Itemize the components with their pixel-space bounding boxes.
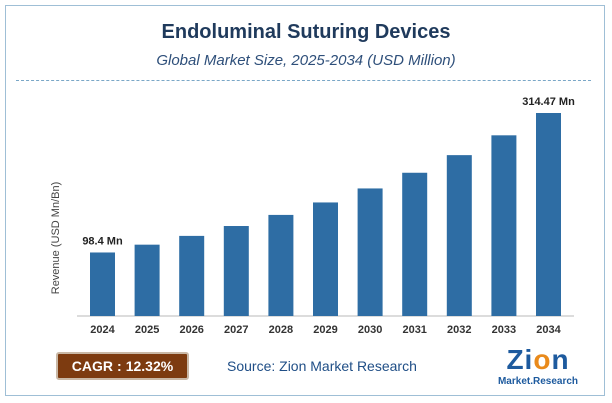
data-label-2034: 314.47 Mn (522, 96, 575, 108)
bar-2030 (357, 188, 383, 316)
bar-chart: 2024 2025 2026 2027 2028 2029 2030 2031 2032 2033… (50, 96, 575, 336)
bar-2033 (491, 135, 517, 316)
x-tick-2030: 2030 (358, 324, 382, 336)
chart-title: Endoluminal Suturing Devices (161, 21, 451, 43)
bar-2034 (536, 113, 561, 316)
x-tick-2033: 2033 (492, 324, 516, 336)
cagr-separator: : (117, 358, 122, 374)
title-divider (16, 80, 591, 81)
bar-2032 (446, 155, 472, 316)
bar-2027 (223, 226, 249, 316)
cagr-label: CAGR (71, 358, 114, 374)
logo-wordmark: Zion (506, 344, 570, 375)
bar-2029 (313, 202, 338, 316)
bar-2028 (268, 214, 294, 316)
x-tick-2024: 2024 (90, 324, 115, 336)
x-tick-2027: 2027 (224, 324, 248, 336)
source-note: Source: Zion Market Research (227, 358, 417, 374)
x-tick-2034: 2034 (536, 324, 561, 336)
x-tick-2032: 2032 (447, 324, 471, 336)
bar-2024 (90, 252, 115, 316)
bar-2025 (134, 244, 160, 316)
bar-2026 (179, 235, 205, 316)
bar-2031 (402, 172, 428, 316)
cagr-value: 12.32% (125, 358, 174, 374)
x-tick-2028: 2028 (269, 324, 293, 336)
y-axis-label: Revenue (USD Mn/Bn) (50, 182, 62, 295)
logo-tagline: Market.Research (497, 376, 579, 387)
x-tick-2026: 2026 (179, 324, 203, 336)
data-label-2024: 98.4 Mn (82, 235, 123, 247)
x-tick-2029: 2029 (313, 324, 337, 336)
x-tick-2031: 2031 (402, 324, 426, 336)
x-tick-2025: 2025 (135, 324, 159, 336)
chart-subtitle: Global Market Size, 2025-2034 (USD Milli… (156, 52, 456, 69)
cagr-badge: CAGR : 12.32% (56, 352, 189, 380)
chart-card: Endoluminal Suturing Devices Global Mark… (5, 5, 605, 396)
zion-logo: Zion Market.Research (488, 345, 588, 393)
